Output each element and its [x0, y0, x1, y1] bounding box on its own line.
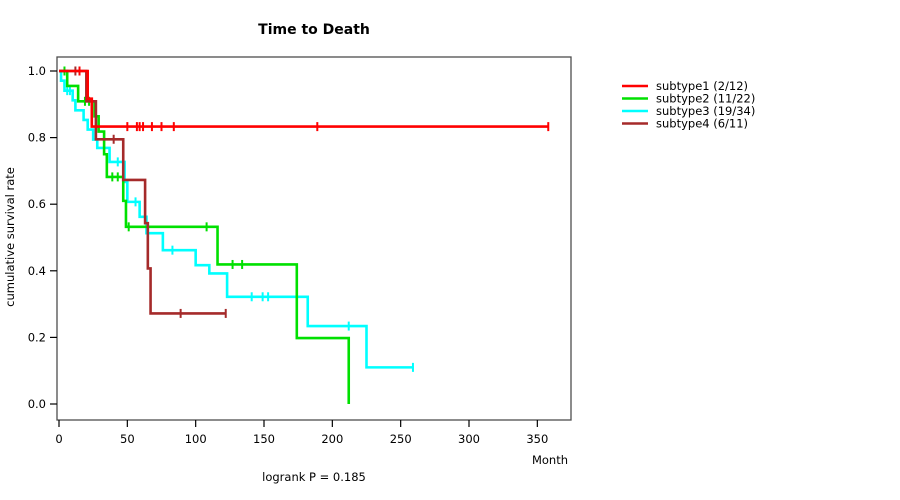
x-axis-ticks: 0 50 100 150 200 250 300 350 [55, 420, 548, 446]
y-tick-label: 0.4 [28, 264, 46, 278]
km-curve-subtype3 [59, 69, 413, 369]
y-axis-ticks: 0.0 0.2 0.4 0.6 0.8 1.0 [28, 64, 57, 411]
y-tick-label: 1.0 [28, 64, 46, 78]
legend-label: subtype4 (6/11) [656, 117, 748, 131]
x-tick-label: 300 [458, 432, 480, 446]
legend-label: subtype3 (19/34) [656, 104, 755, 118]
x-tick-label: 150 [253, 432, 275, 446]
plot-border [56, 56, 572, 421]
logrank-annotation: logrank P = 0.185 [262, 470, 366, 484]
km-curves [59, 66, 550, 404]
x-tick-label: 350 [526, 432, 548, 446]
y-tick-label: 0.6 [28, 197, 46, 211]
km-curve-subtype4 [59, 69, 226, 315]
x-axis-label: Month [532, 453, 568, 467]
chart-title: Time to Death [258, 22, 370, 38]
legend-label: subtype1 (2/12) [656, 79, 748, 93]
legend-label: subtype2 (11/22) [656, 92, 755, 106]
x-tick-label: 250 [390, 432, 412, 446]
x-tick-label: 100 [185, 432, 207, 446]
y-tick-label: 0.2 [28, 330, 46, 344]
y-axis-label: cumulative survival rate [3, 167, 17, 307]
y-tick-label: 0.8 [28, 131, 46, 145]
km-curve-subtype2 [59, 69, 351, 404]
km-curve-subtype1 [59, 69, 549, 128]
legend: subtype1 (2/12)subtype2 (11/22)subtype3 … [622, 79, 755, 131]
x-tick-label: 200 [321, 432, 343, 446]
x-tick-label: 0 [55, 432, 62, 446]
x-tick-label: 50 [120, 432, 135, 446]
y-tick-label: 0.0 [28, 397, 46, 411]
